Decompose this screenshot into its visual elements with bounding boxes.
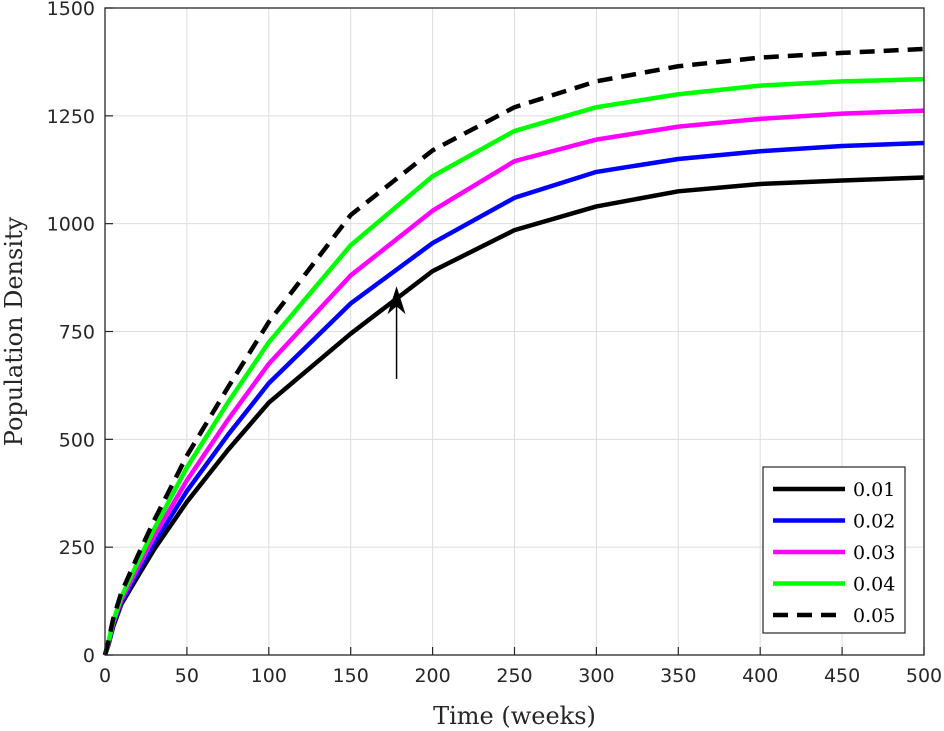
annotation bbox=[387, 286, 406, 379]
y-tick-label: 250 bbox=[59, 537, 95, 559]
axis-ticks: 0 50 100 150 200 250 300 350 400 450 500 0 250 500 750… bbox=[47, 0, 942, 687]
legend-label: 0.03 bbox=[853, 542, 895, 564]
series-line-5 bbox=[102, 46, 925, 656]
legend-label: 0.02 bbox=[853, 511, 895, 533]
y-tick-label: 0 bbox=[83, 645, 95, 667]
x-tick-label: 200 bbox=[414, 665, 450, 687]
x-tick-label: 450 bbox=[824, 665, 860, 687]
x-tick-label: 250 bbox=[496, 665, 532, 687]
x-axis-title: Time (weeks) bbox=[433, 702, 596, 730]
series-lines bbox=[102, 46, 925, 656]
y-tick-label: 750 bbox=[59, 322, 95, 344]
y-tick-label: 1000 bbox=[47, 214, 95, 236]
legend-label: 0.04 bbox=[853, 574, 895, 596]
y-tick-label: 1500 bbox=[47, 0, 95, 20]
annotation-arrow-head bbox=[387, 286, 406, 315]
y-tick-label: 500 bbox=[59, 429, 95, 451]
legend: 0.01 0.02 0.03 0.04 0.05 bbox=[762, 466, 906, 634]
x-tick-label: 350 bbox=[660, 665, 696, 687]
x-tick-label: 0 bbox=[99, 665, 111, 687]
x-tick-label: 50 bbox=[175, 665, 199, 687]
legend-label: 0.05 bbox=[853, 605, 895, 627]
y-axis-title: Population Density bbox=[0, 216, 28, 446]
x-tick-label: 100 bbox=[251, 665, 287, 687]
legend-label: 0.01 bbox=[853, 479, 895, 501]
x-tick-label: 150 bbox=[333, 665, 369, 687]
y-tick-label: 1250 bbox=[47, 106, 95, 128]
x-tick-label: 500 bbox=[906, 665, 942, 687]
x-tick-label: 400 bbox=[742, 665, 778, 687]
x-tick-label: 300 bbox=[578, 665, 614, 687]
